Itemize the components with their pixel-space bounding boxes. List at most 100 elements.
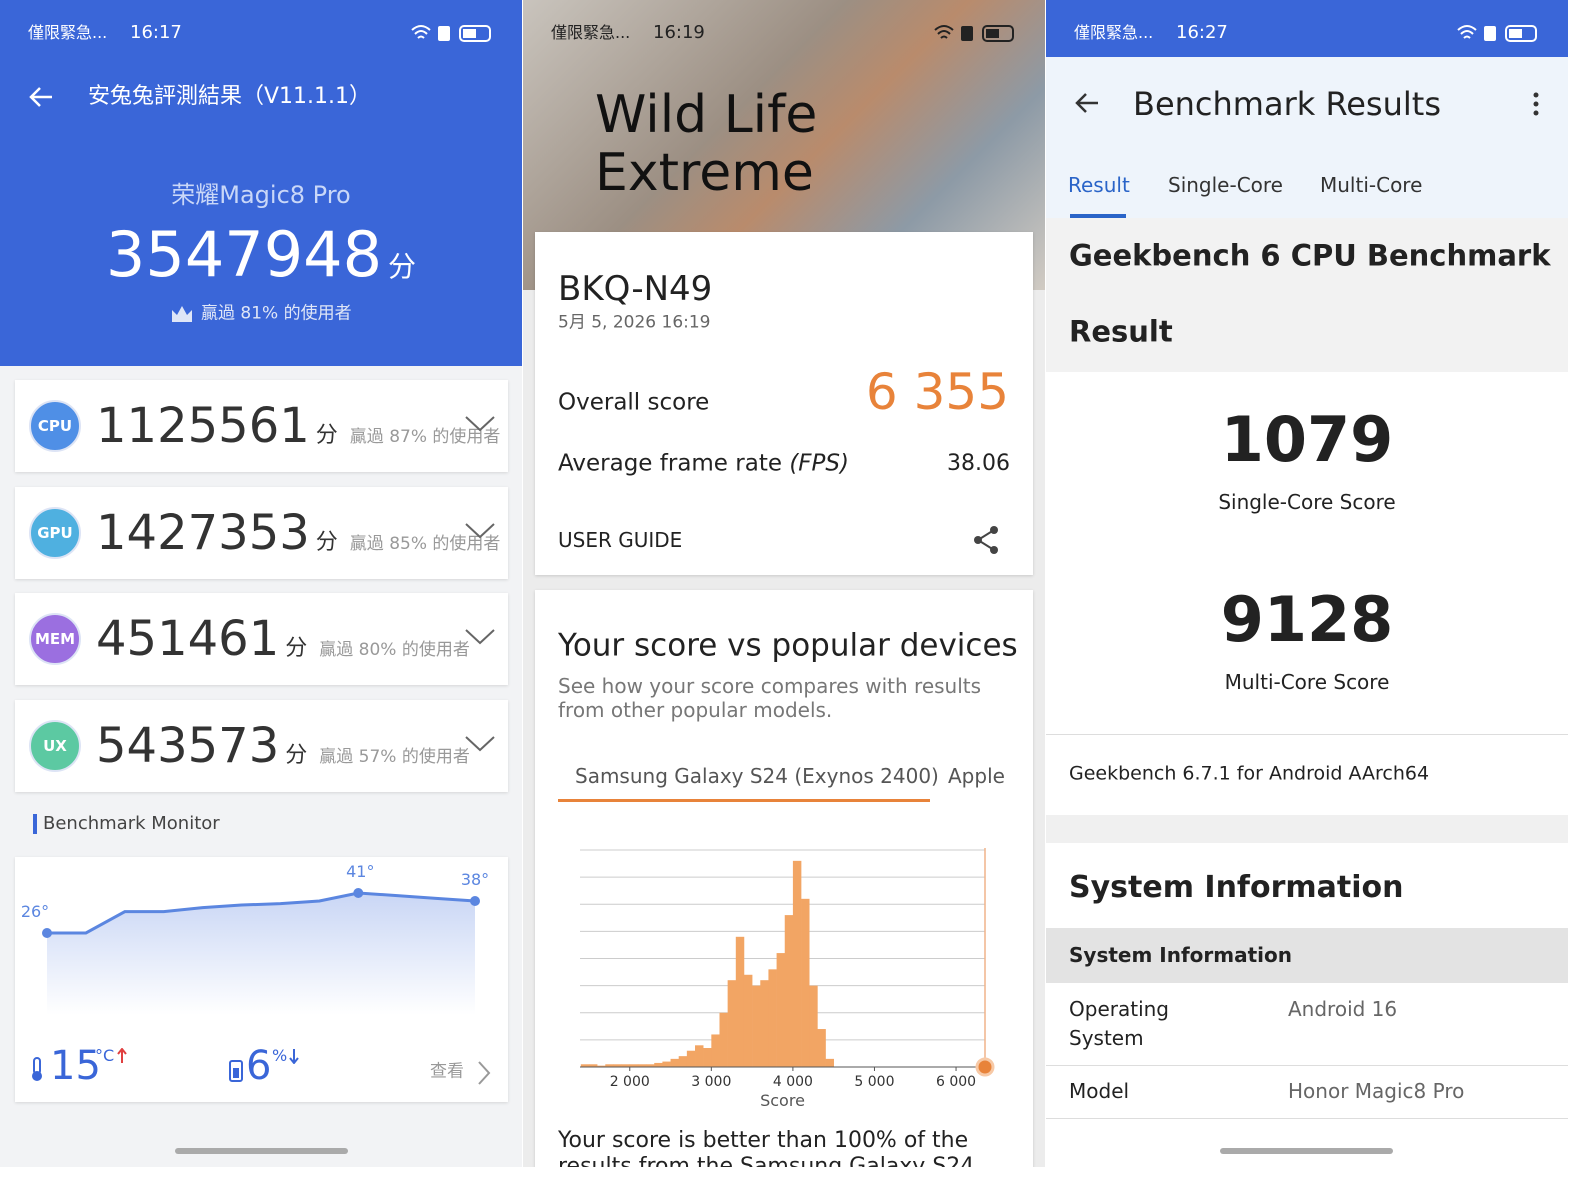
geekbench-screen: 僅限緊急... 16:27 Benchmark Results Result S… (1046, 0, 1568, 1167)
antutu-screen: 僅限緊急... 16:17 安兔兔評測結果（V11.1.1） 荣耀Magic8 … (0, 0, 522, 1167)
bar (809, 985, 818, 1067)
score-card[interactable] (15, 700, 508, 793)
date: 5月 5, 2026 16:19 (558, 312, 711, 333)
status-time: 16:17 (130, 22, 182, 43)
expand-chevron[interactable] (464, 734, 496, 754)
expand-chevron[interactable] (464, 414, 496, 434)
overall-score: 6 355 (865, 363, 1009, 421)
tab[interactable]: Apple (948, 764, 1005, 788)
heading: Geekbench 6 CPU Benchmark (1069, 238, 1551, 273)
bar (801, 898, 810, 1067)
tab[interactable]: Result (1068, 173, 1130, 197)
score-unit: 分 (388, 250, 417, 283)
temperature-label: 41° (346, 862, 374, 881)
score-unit: 分 (315, 423, 338, 448)
temperature-chart: 26° 41° 38° (21, 862, 489, 1015)
result-text: Your score is better than 100% of the re… (558, 1128, 975, 1167)
score-row: 543573 分贏過 57% 的使用者 (96, 722, 470, 770)
3dmark-screen: 僅限緊急... 16:19 Wild Life Extreme BKQ-N49 … (523, 0, 1045, 1167)
bar (621, 1064, 631, 1067)
home-indicator (175, 1148, 348, 1154)
bar (768, 969, 777, 1067)
chevron-path (465, 629, 495, 645)
share-button[interactable] (972, 525, 1002, 555)
crown-icon (172, 306, 192, 322)
status-notice: 僅限緊急... (1074, 23, 1154, 42)
home-indicator (1220, 1148, 1393, 1154)
chevron-path (465, 522, 495, 539)
bar (670, 1058, 680, 1067)
temperature-label: 26° (21, 902, 49, 921)
battery-unit: % (272, 1046, 288, 1065)
score-marker (975, 1057, 995, 1077)
rank: 贏過 87% 的使用者 (349, 427, 501, 447)
compare-card (535, 590, 1033, 1167)
bar (678, 1056, 688, 1067)
chevron-path (465, 736, 495, 752)
bar (654, 1062, 663, 1067)
app-bar (1046, 57, 1568, 218)
device-name: 荣耀Magic8 Pro (171, 181, 351, 209)
user-guide[interactable]: USER GUIDE (558, 528, 683, 552)
subsection-band (1046, 928, 1568, 983)
bar (752, 985, 761, 1067)
divider (1046, 734, 1568, 735)
tab[interactable]: Multi-Core (1320, 173, 1423, 197)
bar (613, 1064, 622, 1067)
temperature-unit: °C (95, 1046, 115, 1065)
bar (776, 953, 786, 1067)
divider (1046, 1118, 1568, 1119)
score-card[interactable] (15, 380, 508, 472)
header (0, 0, 522, 366)
score: 451461 (96, 611, 280, 668)
score: 1427353 (96, 504, 310, 561)
expand-chevron[interactable] (464, 521, 496, 541)
chevron (478, 1061, 491, 1085)
x-tick-label: 4 000 (773, 1074, 813, 1090)
bar (695, 1045, 704, 1067)
temperature-point (42, 928, 52, 938)
back-button[interactable] (1074, 91, 1100, 115)
subsection-title: System Information (1069, 943, 1292, 967)
score-card[interactable] (15, 593, 508, 686)
temperature-label: 38° (461, 870, 489, 889)
result-card (535, 232, 1033, 575)
fps-row: Average frame rate (FPS) (558, 450, 849, 477)
multi-label: Multi-Core Score (1224, 670, 1390, 694)
chevron-path (465, 416, 495, 432)
x-tick-label: 2 000 (610, 1074, 650, 1090)
bar (817, 1029, 826, 1067)
tab[interactable]: Single-Core (1168, 173, 1283, 197)
menu-button[interactable] (1531, 91, 1541, 117)
row-value: Android 16 (1288, 997, 1398, 1021)
temperature-point (353, 888, 364, 898)
category-badge: GPU (29, 506, 81, 559)
overall-label: Overall score (558, 389, 710, 416)
device-name: BKQ-N49 (558, 269, 713, 309)
category-badge: CPU (29, 400, 81, 452)
expand-chevron[interactable] (464, 627, 496, 647)
status-time: 16:27 (1176, 22, 1228, 43)
score: 543573 (96, 718, 280, 775)
down-arrow (289, 1049, 299, 1064)
bar (686, 1050, 696, 1067)
score-card[interactable] (15, 486, 508, 579)
x-tick-label: 6 000 (936, 1074, 976, 1090)
tab[interactable]: Samsung Galaxy S24 (Exynos 2400) (575, 764, 939, 788)
temperature-area (47, 893, 475, 1015)
fps-label: Average frame rate (558, 450, 782, 477)
section-title: System Information (1069, 870, 1404, 905)
back-button[interactable] (28, 85, 54, 109)
view-link[interactable]: 查看 (430, 1061, 464, 1082)
status-bar (1046, 0, 1568, 57)
bar (629, 1064, 639, 1067)
x-tick-label: 5 000 (854, 1074, 894, 1090)
status-time: 16:19 (653, 22, 705, 43)
compare-desc: See how your score compares with results… (558, 674, 982, 722)
single-score: 1079 (1220, 403, 1394, 476)
fps-unit: (FPS) (789, 450, 849, 477)
bar (605, 1064, 614, 1067)
title: 安兔兔評測結果（V11.1.1） (88, 84, 372, 109)
up-arrow (117, 1048, 127, 1063)
